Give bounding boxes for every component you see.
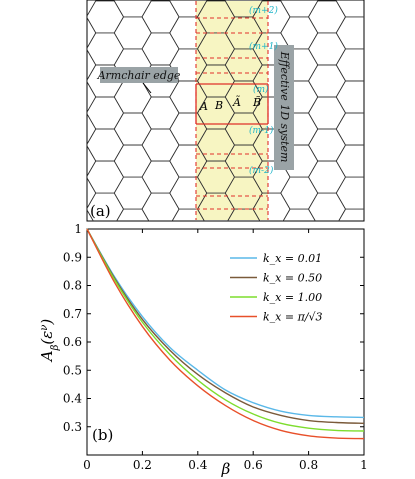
x-tick-label: 0: [83, 458, 91, 472]
highlight-strip: [196, 1, 268, 220]
honeycomb-lattice: [87, 0, 401, 257]
ylabel-main: A: [38, 350, 56, 363]
series-line-0: [86, 228, 365, 419]
hexagon: [363, 48, 364, 50]
legend-label-2: k_x = 1.00: [263, 291, 322, 304]
panel-a: Armchair edge Effective 1D system (m+2) …: [86, 0, 401, 257]
effective-badge-bg: [274, 45, 294, 170]
site-label-b-tilde: B̃: [252, 96, 261, 109]
series-line-3: [86, 228, 365, 440]
armchair-pointer: [142, 82, 152, 94]
hexagon: [363, 80, 364, 82]
unit-cell-boundaries: [195, 1, 269, 220]
row-label-m-minus-2: (m-2): [249, 165, 274, 176]
site-label-a-tilde: Ã: [232, 95, 241, 109]
legend: k_x = 0.01 k_x = 0.50 k_x = 1.00 k_x = π/√3: [230, 252, 323, 324]
hexagon: [364, 225, 401, 257]
hexagon: [363, 208, 364, 210]
row-label-m-plus-1: (m+1): [249, 41, 278, 52]
hexagon: [335, 112, 364, 146]
row-label-m-minus-1: (m-1): [249, 125, 274, 136]
effective-system-badge: Effective 1D system: [274, 45, 294, 170]
hexagon: [364, 0, 401, 1]
legend-label-3: k_x = π/√3: [263, 311, 323, 324]
y-tick-label: 1: [74, 222, 82, 236]
x-axis-title: β: [221, 460, 231, 478]
hexagon: [335, 0, 364, 18]
hexagon: [363, 144, 364, 146]
series-line-1: [86, 228, 365, 425]
armchair-edge-label: Armchair edge: [97, 69, 181, 82]
ylabel-close: ): [38, 319, 56, 326]
x-tick-label: 0.4: [188, 458, 207, 472]
hexagon: [335, 80, 364, 114]
x-tick-label: 1: [360, 458, 368, 472]
legend-label-1: k_x = 0.50: [263, 272, 322, 285]
hexagon: [335, 16, 364, 50]
row-label-m: (m): [253, 84, 269, 95]
row-label-m-plus-2: (m+2): [249, 5, 278, 16]
armchair-edge-badge: Armchair edge: [97, 67, 181, 94]
hexagon: [363, 112, 364, 114]
series-line-2: [86, 228, 365, 432]
legend-label-0: k_x = 0.01: [263, 252, 322, 265]
site-label-a: A: [199, 100, 208, 113]
hexagon: [363, 16, 364, 18]
ylabel-paren: (ε: [38, 331, 56, 345]
hexagon: [335, 144, 364, 178]
hexagon: [363, 176, 364, 178]
ylabel-sup: ν: [39, 325, 50, 331]
panel-b: 0 0.2 0.4 0.6 0.8 1 0.3 0.4 0.5 0.6 0.7 0.8 0.9 1 k_x…: [38, 222, 368, 478]
y-tick-label: 0.3: [63, 420, 82, 434]
panel-b-label: (b): [92, 426, 113, 444]
ylabel-sub: β: [50, 344, 61, 351]
x-tick-label: 0.8: [299, 458, 318, 472]
x-tick-label: 0.6: [244, 458, 263, 472]
y-tick-label: 0.6: [63, 335, 82, 349]
y-tick-label: 0.9: [63, 250, 82, 264]
x-tick-label: 0.2: [133, 458, 152, 472]
curves: [86, 228, 365, 440]
y-tick-label: 0.4: [63, 392, 82, 406]
panel-a-label: (a): [90, 202, 111, 220]
hexagon: [335, 176, 364, 210]
armchair-badge-bg: [100, 67, 178, 83]
effective-system-label: Effective 1D system: [278, 51, 291, 163]
axis-ticks: 0 0.2 0.4 0.6 0.8 1 0.3 0.4 0.5 0.6 0.7 0.8 0.9 1: [63, 222, 368, 472]
y-tick-label: 0.8: [63, 279, 82, 293]
site-label-b: B: [214, 99, 223, 112]
hexagon: [335, 48, 364, 82]
y-tick-label: 0.7: [63, 307, 82, 321]
y-axis-title: Aβ(εν): [38, 319, 61, 364]
y-tick-label: 0.5: [63, 363, 82, 377]
plot-area: [86, 228, 365, 456]
